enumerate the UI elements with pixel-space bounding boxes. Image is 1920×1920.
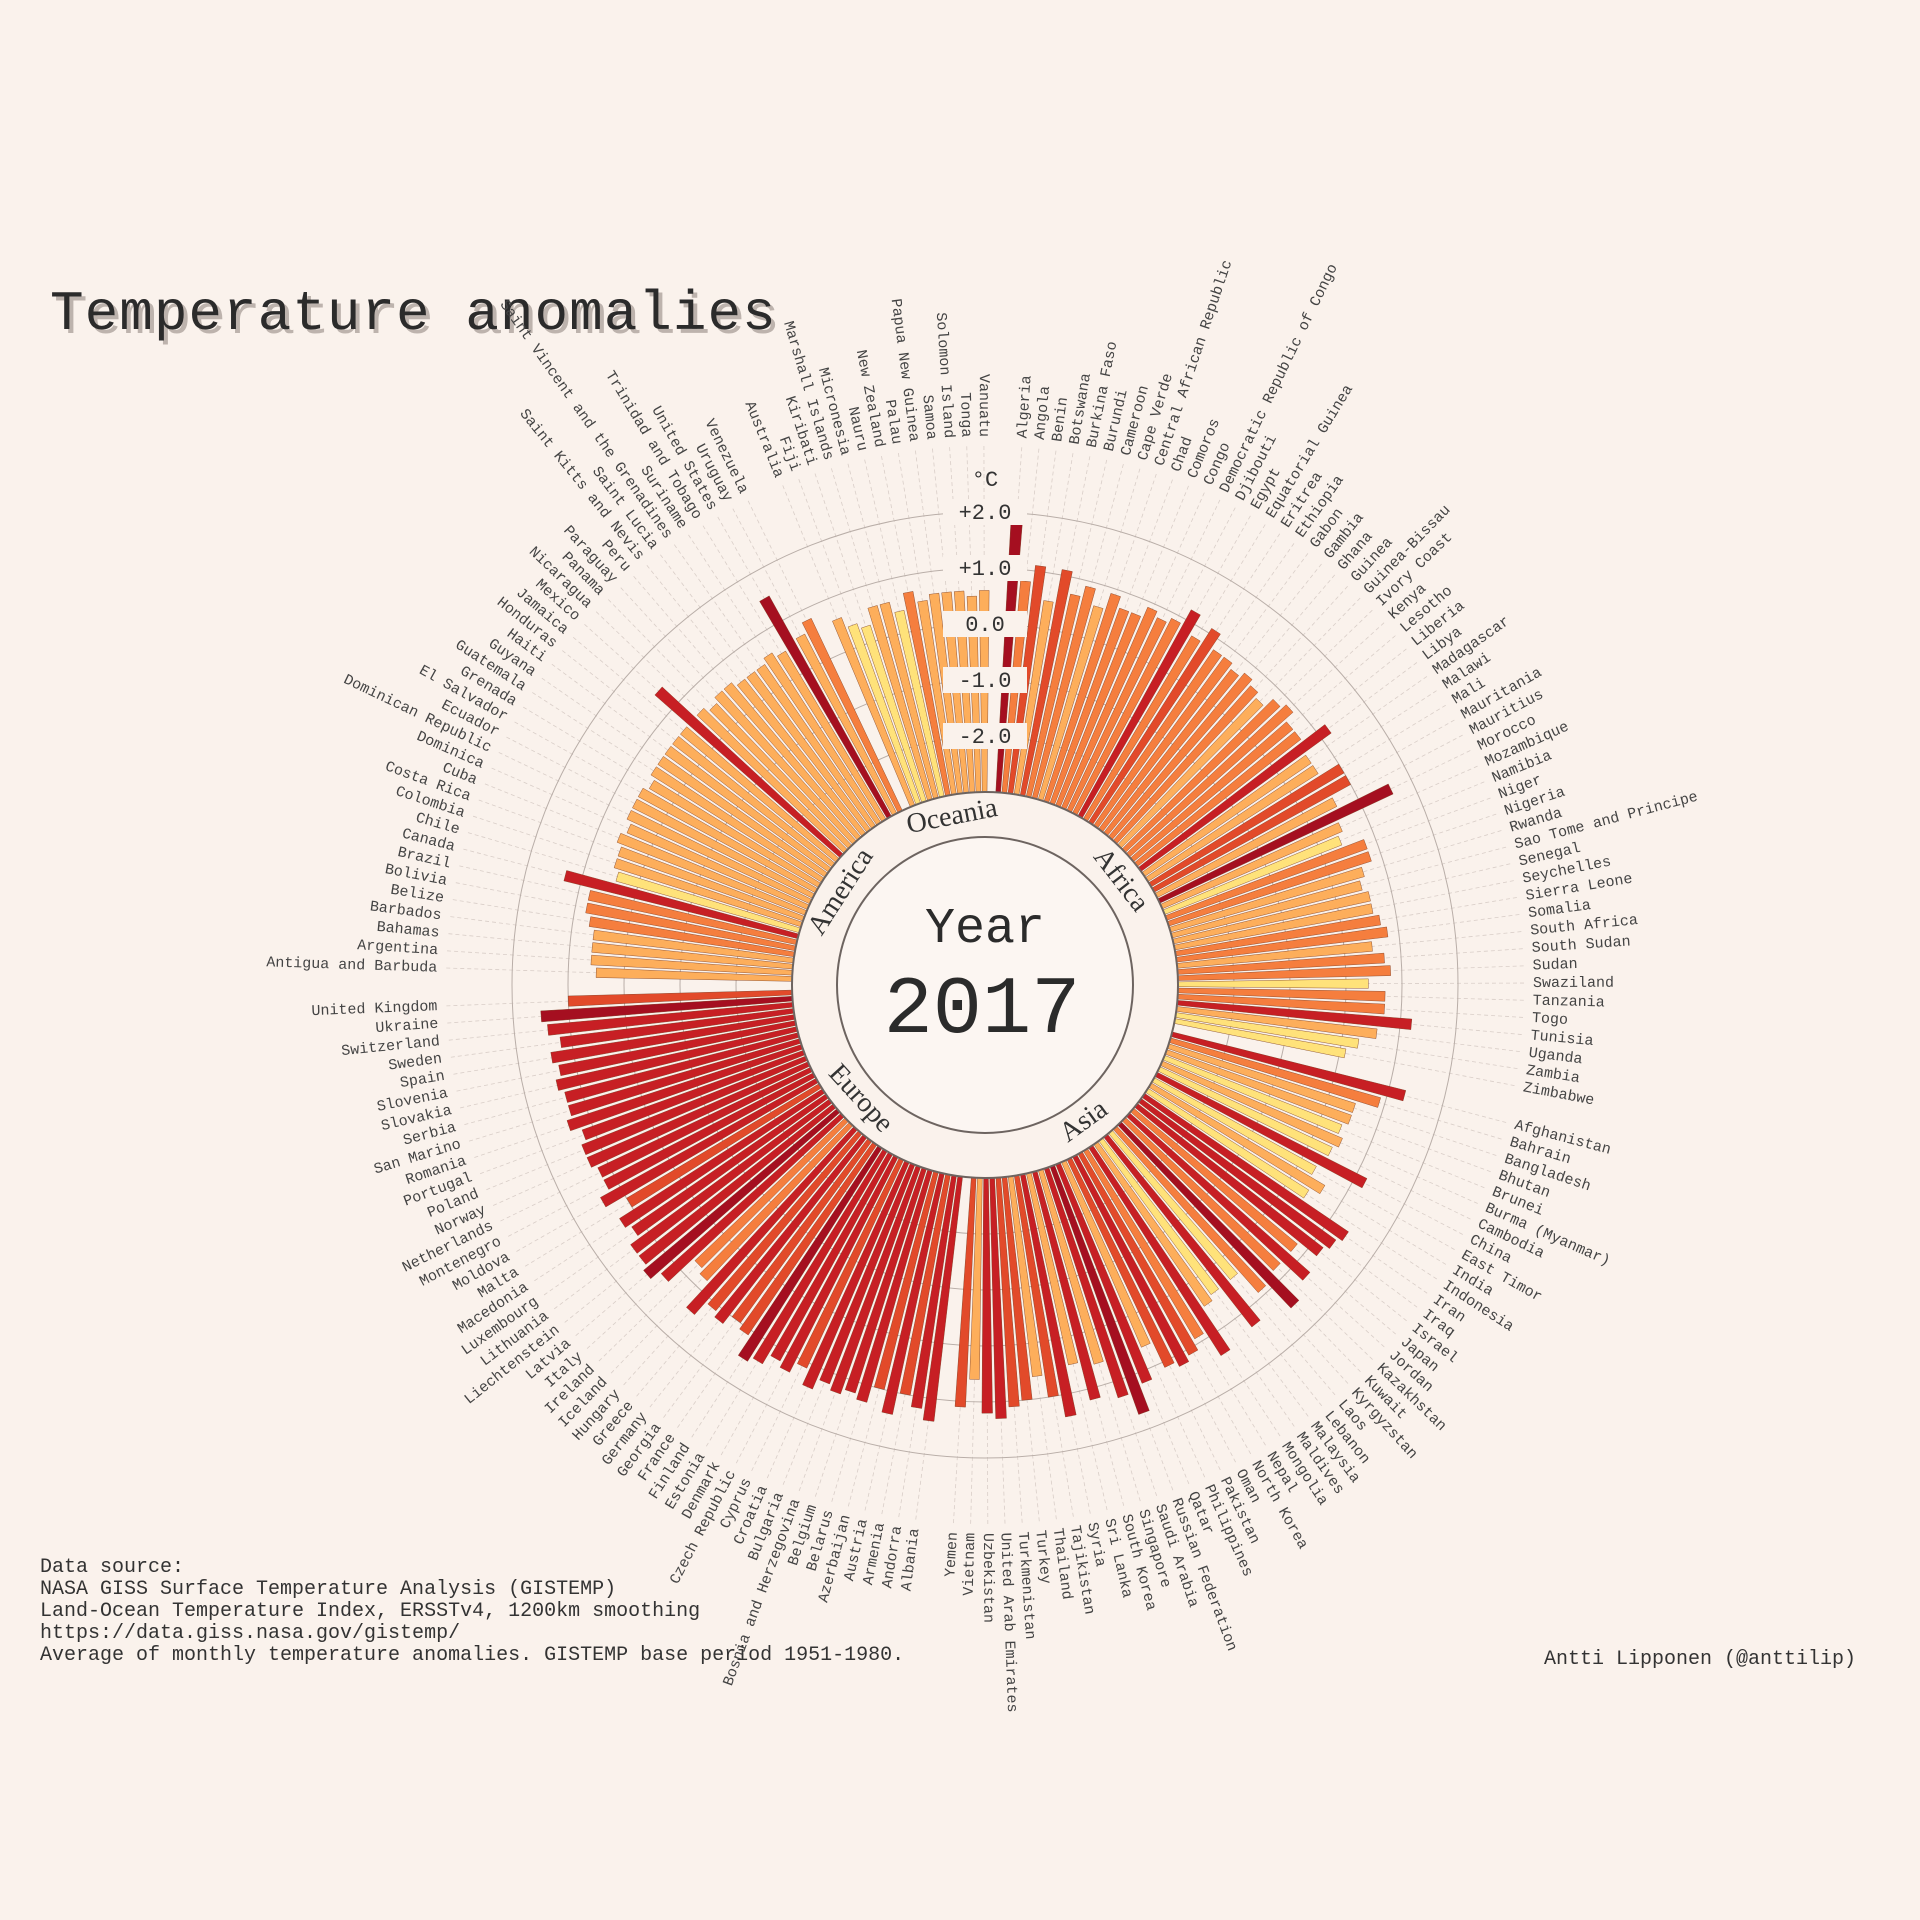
tick-pad — [943, 611, 1027, 637]
tick-label: +2.0 — [959, 501, 1012, 526]
source-line: NASA GISS Surface Temperature Analysis (… — [40, 1578, 617, 1601]
country-label: Central African Republic — [1152, 258, 1237, 468]
country-label: Vanuatu — [975, 374, 992, 437]
tick-pad — [943, 667, 1027, 693]
data-source-note: Data source: NASA GISS Surface Temperatu… — [40, 1557, 904, 1667]
radial-axis-ticks: +2.0 +1.0 0.0 -1.0 -2.0 — [943, 499, 1027, 750]
tick-label: +1.0 — [959, 557, 1012, 582]
country-label: South Sudan — [1531, 933, 1631, 957]
unit-label: °C — [972, 468, 998, 493]
country-label: Vietnam — [961, 1533, 980, 1596]
tick-label: 0.0 — [965, 613, 1005, 638]
country-label: Benin — [1049, 396, 1072, 443]
country-label: Antigua and Barbuda — [266, 954, 437, 976]
country-label: Yemen — [942, 1532, 962, 1578]
tick-pad — [943, 499, 1027, 525]
country-label: Tanzania — [1533, 992, 1605, 1011]
tick-pad — [943, 723, 1027, 749]
source-line: https://data.giss.nasa.gov/gistemp/ — [40, 1622, 461, 1645]
country-label: Swaziland — [1533, 975, 1614, 992]
author-credit: Antti Lipponen (@anttilip) — [1543, 1648, 1856, 1671]
country-label: Argentina — [357, 937, 439, 959]
country-label: Tunisia — [1530, 1027, 1594, 1050]
tick-label: -2.0 — [959, 725, 1012, 750]
hub-inner-circle — [836, 836, 1134, 1134]
country-label: Angola — [1032, 385, 1054, 440]
country-label: Democratic Republic of Congo — [1217, 261, 1342, 495]
country-label: Turkey — [1031, 1529, 1053, 1584]
country-label: Sudan — [1532, 956, 1578, 975]
chart-title: Temperature anomalies — [50, 282, 777, 346]
country-label: United Kingdom — [311, 998, 438, 1020]
country-label: Togo — [1531, 1010, 1568, 1029]
country-label: Uganda — [1528, 1045, 1584, 1069]
country-label: Ukraine — [375, 1016, 439, 1037]
country-label: Samoa — [918, 394, 939, 440]
country-label: Uzbekistan — [979, 1533, 996, 1623]
chart-hub: Year 2017 — [791, 791, 1179, 1179]
tick-pad — [943, 555, 1027, 581]
year-value: 2017 — [884, 964, 1081, 1057]
source-line: Data source: — [40, 1556, 185, 1579]
tick-label: -1.0 — [959, 669, 1012, 694]
source-line: Average of monthly temperature anomalies… — [40, 1644, 905, 1667]
source-line: Land-Ocean Temperature Index, ERSSTv4, 1… — [40, 1600, 701, 1623]
leader-line — [1194, 1024, 1518, 1087]
country-label: Algeria — [1014, 375, 1035, 439]
country-label: Bahamas — [376, 919, 440, 942]
year-label: Year — [925, 901, 1045, 958]
country-label: United Arab Emirates — [996, 1532, 1020, 1713]
country-label: Tonga — [956, 392, 975, 438]
bar — [1177, 978, 1369, 989]
